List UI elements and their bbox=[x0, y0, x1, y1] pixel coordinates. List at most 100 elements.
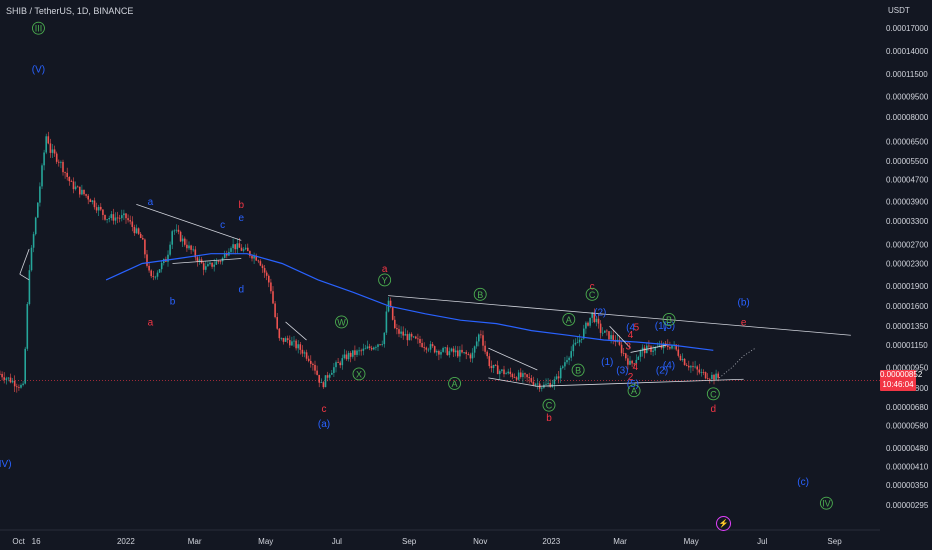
candle-body bbox=[459, 349, 461, 357]
wave-label[interactable]: A bbox=[448, 376, 462, 390]
candle-body bbox=[698, 369, 701, 373]
wave-label[interactable]: (b) bbox=[738, 297, 750, 308]
wave-label[interactable]: d bbox=[238, 285, 244, 296]
trendline[interactable] bbox=[537, 378, 744, 387]
wave-label[interactable]: A bbox=[627, 384, 641, 398]
candle-body bbox=[41, 165, 43, 187]
wave-label[interactable]: a bbox=[148, 197, 154, 208]
candle-body bbox=[232, 244, 234, 249]
wave-label[interactable]: (1) bbox=[601, 357, 613, 368]
candle-body bbox=[612, 335, 614, 340]
trendline[interactable] bbox=[19, 248, 30, 275]
svg-text:(c): (c) bbox=[797, 477, 809, 488]
candle-body bbox=[591, 312, 593, 318]
candle-body bbox=[658, 345, 661, 347]
candle-body bbox=[49, 143, 52, 153]
wave-label[interactable]: a bbox=[148, 317, 154, 328]
wave-label[interactable]: Y bbox=[378, 273, 392, 287]
candle-body bbox=[133, 226, 136, 234]
trendline[interactable] bbox=[136, 204, 242, 241]
x-axis: Oct 16 2022 Mar May Jul Sep Nov 2023 Mar May Jul Sep bbox=[0, 529, 880, 546]
candle-body bbox=[354, 350, 356, 355]
wave-label[interactable]: (V) bbox=[32, 65, 45, 76]
wave-label[interactable]: X bbox=[352, 367, 366, 381]
candle-body bbox=[637, 356, 640, 360]
wave-label[interactable]: (4) bbox=[663, 361, 675, 372]
svg-text:(a): (a) bbox=[318, 419, 330, 430]
wave-label[interactable]: C bbox=[706, 387, 720, 401]
svg-text:(5): (5) bbox=[663, 321, 675, 332]
wave-label[interactable]: c bbox=[590, 281, 595, 292]
candle-body bbox=[358, 350, 360, 352]
svg-text:B: B bbox=[666, 315, 672, 325]
wave-label[interactable]: W bbox=[335, 315, 348, 329]
wave-label[interactable]: (4 bbox=[626, 323, 635, 334]
trendline[interactable] bbox=[488, 347, 538, 371]
svg-text:d: d bbox=[711, 404, 717, 415]
wave-label[interactable]: (IV) bbox=[0, 459, 12, 470]
candle-body bbox=[282, 337, 285, 342]
wave-label[interactable]: C bbox=[542, 398, 556, 412]
wave-label[interactable]: B bbox=[662, 312, 676, 326]
wave-label[interactable]: 4 bbox=[628, 330, 634, 341]
wave-label[interactable]: 5 bbox=[634, 323, 640, 334]
wave-label[interactable]: 2 bbox=[628, 372, 634, 383]
wave-label[interactable]: (5) bbox=[663, 321, 675, 332]
trendline[interactable] bbox=[285, 321, 307, 341]
wave-label[interactable]: b bbox=[170, 297, 176, 308]
candle-body bbox=[431, 344, 434, 347]
wave-label[interactable]: III bbox=[32, 21, 45, 35]
svg-text:(1): (1) bbox=[601, 357, 613, 368]
candle-body bbox=[158, 269, 161, 273]
y-axis: 0.00017000 0.00014000 0.00011500 0.00009500… bbox=[886, 24, 929, 510]
wave-label[interactable]: a bbox=[382, 264, 388, 275]
wave-label[interactable]: c bbox=[322, 404, 327, 415]
candle-body bbox=[501, 369, 503, 372]
trendline[interactable] bbox=[172, 258, 242, 264]
candle-body bbox=[339, 362, 341, 366]
wave-label[interactable]: d bbox=[711, 404, 717, 415]
candle-body bbox=[125, 213, 127, 219]
trendline[interactable] bbox=[388, 295, 851, 336]
wave-label[interactable]: e bbox=[741, 317, 747, 328]
trendline[interactable] bbox=[609, 325, 631, 349]
candle-body bbox=[261, 265, 264, 269]
candle-body bbox=[26, 304, 29, 349]
wave-label[interactable]: b bbox=[546, 413, 552, 424]
trendlines[interactable] bbox=[19, 204, 851, 387]
candle-body bbox=[81, 189, 83, 195]
wave-label[interactable]: (2) bbox=[594, 308, 606, 319]
wave-label[interactable]: e bbox=[238, 213, 244, 224]
trendline[interactable] bbox=[630, 344, 667, 353]
candle-body bbox=[66, 172, 68, 177]
trendline[interactable] bbox=[19, 273, 30, 281]
wave-label[interactable]: 4 bbox=[632, 362, 638, 373]
lightning-icon[interactable]: ⚡ bbox=[716, 516, 731, 531]
candle-body bbox=[652, 350, 654, 352]
svg-text:A: A bbox=[566, 315, 572, 325]
wave-label[interactable]: b bbox=[238, 200, 244, 211]
wave-label[interactable]: (c) bbox=[797, 477, 809, 488]
candle-body bbox=[45, 136, 47, 153]
wave-labels[interactable]: III(V)(IV)aabcbedc(a)WXaYBACbABcC(2)(1)(… bbox=[0, 21, 833, 510]
candle-body bbox=[604, 330, 606, 333]
x-tick-label: 2022 bbox=[117, 537, 135, 546]
candle-body bbox=[574, 342, 577, 345]
trendline[interactable] bbox=[488, 377, 538, 387]
wave-label[interactable]: A bbox=[562, 312, 576, 326]
wave-label[interactable]: (2) bbox=[656, 366, 668, 377]
wave-label[interactable]: B bbox=[473, 287, 487, 301]
wave-label[interactable]: (3) bbox=[616, 366, 628, 377]
wave-label[interactable]: (1) bbox=[655, 321, 667, 332]
wave-label[interactable]: B bbox=[571, 363, 585, 377]
wave-label[interactable]: (a) bbox=[318, 419, 330, 430]
wave-label[interactable]: c bbox=[220, 220, 225, 231]
wave-label[interactable]: C bbox=[585, 287, 599, 301]
candle-body bbox=[196, 257, 199, 262]
wave-label[interactable]: IV bbox=[819, 496, 833, 510]
symbol-title[interactable]: SHIB / TetherUS, 1D, BINANCE bbox=[6, 6, 134, 16]
candle-body bbox=[480, 334, 482, 336]
wave-label[interactable]: 3 bbox=[625, 342, 631, 353]
